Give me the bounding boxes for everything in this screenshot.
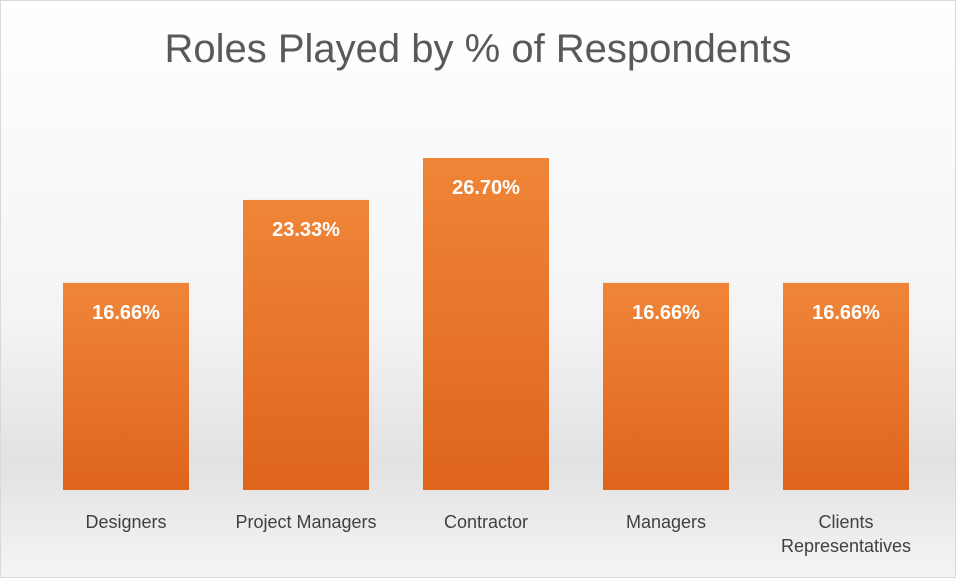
bar: [63, 282, 189, 490]
data-label: 23.33%: [272, 219, 340, 241]
bar: [243, 199, 369, 490]
x-tick-label: Designers: [85, 512, 167, 532]
x-tick-label: Clients Representatives: [780, 512, 912, 556]
bar: [603, 282, 729, 490]
data-label: 16.66%: [812, 302, 880, 324]
bar: [423, 158, 549, 490]
x-tick-label: Managers: [625, 512, 707, 532]
data-label: 16.66%: [92, 302, 160, 324]
x-tick-label: Contractor: [443, 512, 529, 532]
data-label: 16.66%: [632, 302, 700, 324]
chart-title: Roles Played by % of Respondents: [164, 27, 791, 71]
bar: [783, 282, 909, 490]
data-label: 26.70%: [452, 177, 520, 199]
x-tick-label: Project Managers: [235, 512, 377, 532]
